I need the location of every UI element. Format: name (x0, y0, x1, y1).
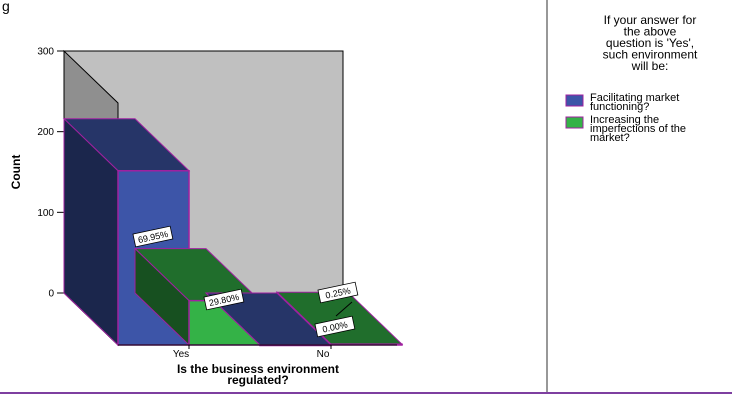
y-axis-title: Count (9, 155, 23, 190)
bars: 69.95% 0.00% 29.80% 0.25% (62, 117, 404, 347)
data-label-leader (335, 301, 353, 317)
legend-item-label: Increasing the (590, 114, 659, 126)
legend-item-label: imperfections of the (590, 123, 686, 135)
data-label: 69.95% (132, 225, 174, 248)
data-label-box (317, 281, 359, 304)
bar-side-face (205, 292, 261, 346)
data-label: 0.25% (317, 281, 359, 304)
y-tick-label: 200 (37, 127, 54, 138)
y-tick-label: 300 (37, 47, 54, 58)
data-label-box (203, 288, 245, 311)
legend-item-label: market? (590, 132, 630, 144)
legend-item-label: functioning? (590, 101, 649, 113)
data-label: 29.80% (203, 288, 245, 311)
legend-swatch (565, 116, 584, 129)
x-axis-title-line: regulated? (227, 373, 288, 387)
legend-title-line: If your answer for (604, 13, 697, 27)
data-label-box (132, 225, 174, 248)
legend-title-line: question is 'Yes', (606, 36, 694, 50)
legend-title-line: will be: (631, 59, 669, 73)
y-tick-label: 0 (48, 289, 54, 300)
x-tick-label: Yes (173, 349, 189, 360)
data-label-box (314, 315, 356, 338)
y-axis: 0 100 200 300 (37, 47, 65, 300)
legend-title-line: such environment (603, 48, 698, 62)
x-tick-label: No (317, 349, 330, 360)
legend-swatch (565, 94, 584, 107)
x-axis: Yes No (173, 345, 332, 360)
legend-item-label: Facilitating market (590, 92, 679, 104)
data-label: 0.00% (314, 315, 356, 338)
legend-title-line: the above (624, 25, 677, 39)
x-axis-title-line: Is the business environment (177, 362, 339, 376)
y-tick-label: 100 (37, 208, 54, 219)
page-letter: g (2, 0, 10, 14)
